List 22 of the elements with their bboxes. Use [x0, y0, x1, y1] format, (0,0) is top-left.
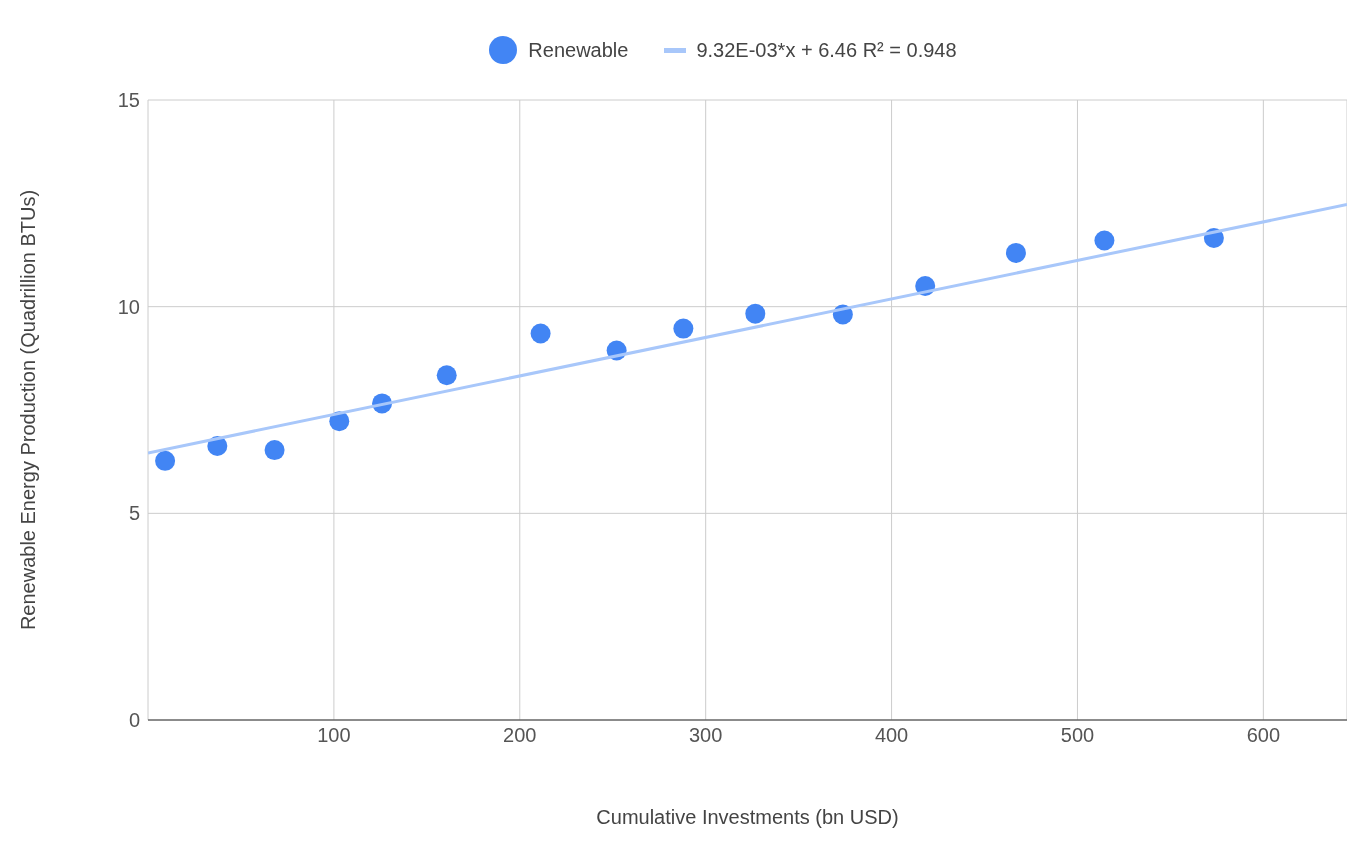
point [1094, 230, 1115, 251]
point [673, 318, 694, 339]
x-tick-label: 600 [1246, 724, 1281, 747]
point [436, 365, 457, 386]
y-tick-label: 5 [128, 502, 140, 525]
y-axis-title: Renewable Energy Production (Quadrillion BTUs) [17, 189, 40, 631]
y-tick-label: 0 [128, 709, 140, 732]
legend-label: Renewable [528, 38, 629, 62]
x-tick-label: 500 [1060, 724, 1095, 747]
point [745, 303, 766, 324]
x-tick-label: 200 [503, 724, 537, 747]
y-tick-label: 15 [117, 89, 140, 112]
point [530, 323, 551, 344]
x-tick-label: 300 [688, 724, 723, 747]
x-axis-title: Cumulative Investments (bn USD) [596, 806, 899, 829]
point [264, 440, 285, 461]
point [1005, 242, 1026, 263]
x-tick-label: 400 [874, 724, 909, 747]
y-tick-label: 10 [117, 295, 140, 318]
point [155, 450, 176, 471]
legend-label: 9.32E-03*x + 6.46 R² = 0.948 [696, 38, 957, 62]
x-tick-label: 100 [317, 724, 351, 747]
